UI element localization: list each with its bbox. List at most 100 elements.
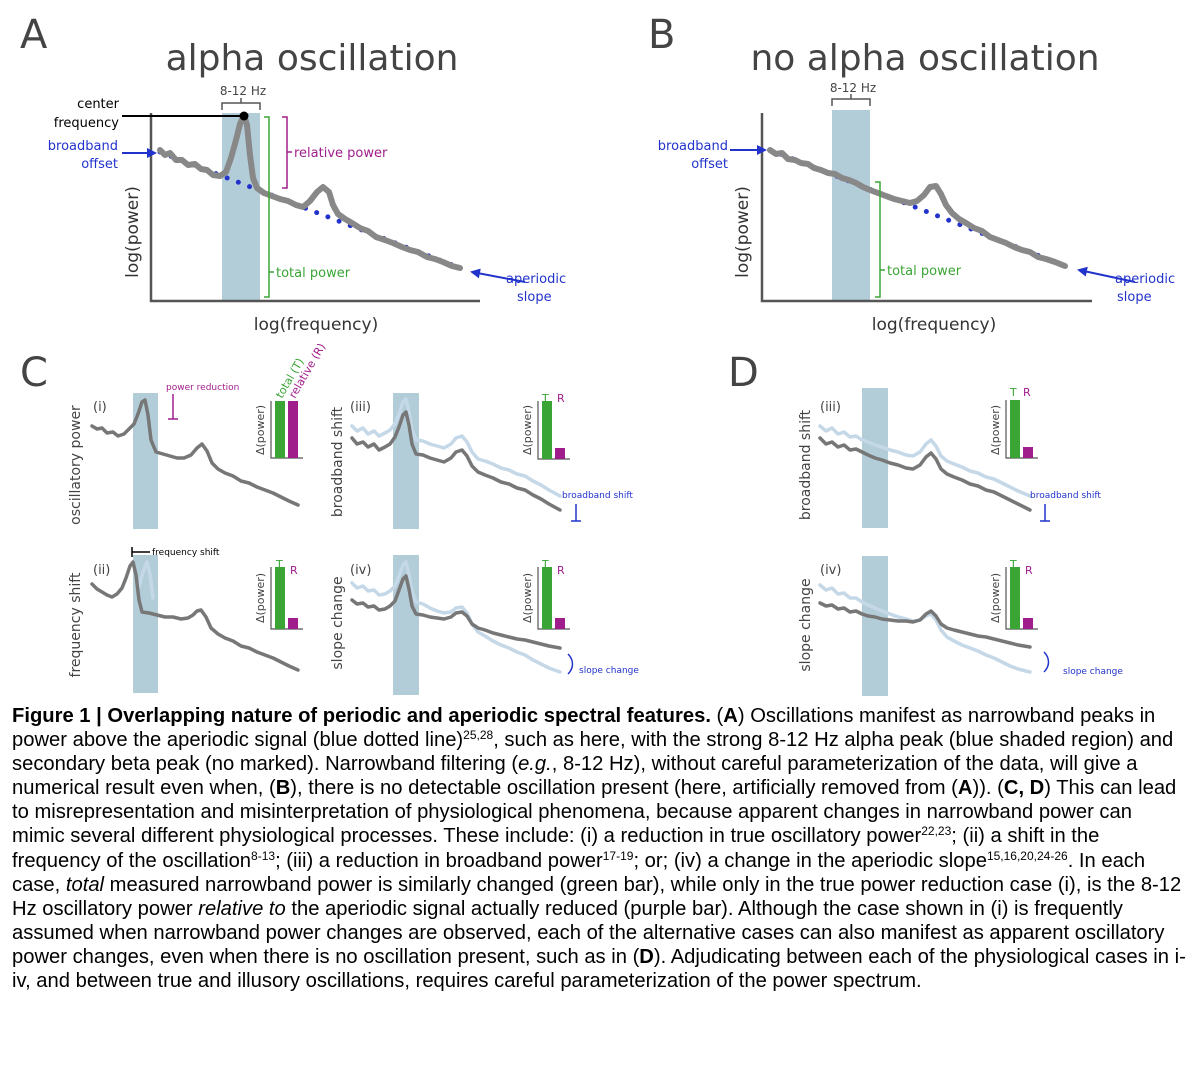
caption-emphasis: relative to: [198, 897, 286, 920]
caption-text: ) Oscillations manifest as narrowband pe…: [12, 705, 1156, 752]
delta-power-label: Δ(power): [989, 405, 1002, 455]
panel-letter-d: D: [728, 350, 759, 396]
band-bracket: [221, 98, 261, 110]
caption-heading: Figure 1 | Overlapping nature of periodi…: [12, 705, 711, 727]
power-spectrum: [818, 601, 1032, 649]
band-bracket: [831, 94, 871, 106]
caption-citation: 17-19: [602, 848, 634, 863]
bar-total: [542, 401, 552, 459]
delta-power-label: Δ(power): [989, 573, 1002, 623]
annotation-label: frequency shift: [152, 548, 220, 558]
subpanel-numeral: (iii): [350, 400, 371, 415]
total-power-label: total power: [887, 264, 962, 279]
subpanel-numeral: (i): [93, 400, 107, 415]
bar-relative: [555, 448, 565, 459]
bar-total: [275, 567, 285, 629]
power-reduction-marker: [168, 394, 178, 420]
figure-caption: Figure 1 | Overlapping nature of periodi…: [12, 704, 1188, 993]
center-frequency-label-2: frequency: [54, 116, 120, 131]
bar-relative-label: R: [557, 564, 565, 577]
subpanel-ylabel: oscillatory power: [68, 405, 84, 525]
bar-relative-label: R: [290, 564, 298, 577]
broadband-shift-marker: [1040, 504, 1050, 522]
caption-panel-ref: A: [723, 705, 738, 727]
caption-citation: 15,16,20,24-26: [986, 848, 1068, 863]
y-axis-label: log(power): [123, 186, 143, 278]
delta-power-label: Δ(power): [521, 405, 534, 455]
power-spectrum: [90, 398, 300, 507]
caption-emphasis: e.g.: [518, 753, 552, 776]
caption-text: measured narrowband power is similarly c…: [12, 873, 1182, 920]
bar-total-label: T: [1009, 558, 1017, 571]
bar-total: [1010, 400, 1020, 458]
power-spectrum: [90, 560, 300, 672]
subpanel-ylabel: frequency shift: [68, 572, 84, 677]
broadband-offset-label-1: broadband: [48, 139, 118, 154]
relative-power-label: relative power: [294, 146, 388, 161]
relative-power-bracket: [282, 116, 292, 189]
power-spectrum: [157, 112, 463, 271]
subpanel-d-iv: (iv) slope change slope change Δ(power) …: [798, 556, 1123, 696]
slope-change-marker: [567, 653, 574, 675]
aperiodic-slope-arrow: [470, 268, 526, 283]
y-axis-label: log(power): [733, 186, 753, 278]
subpanel-d-iii: (iii) broadband shift broadband shift Δ(…: [798, 386, 1101, 528]
bar-relative: [1023, 618, 1033, 629]
total-power-bracket: [264, 116, 274, 298]
caption-text: ; (iii) a reduction in broadband power: [275, 849, 603, 872]
broadband-offset-label-2: offset: [691, 157, 728, 172]
baseline-spectrum: [350, 560, 562, 674]
delta-power-label: Δ(power): [254, 573, 267, 623]
caption-panel-ref: C, D: [1003, 777, 1045, 800]
baseline-spectrum: [350, 397, 562, 498]
bar-relative: [288, 618, 298, 629]
aperiodic-slope-label-2: slope: [517, 290, 552, 305]
subpanel-numeral: (iv): [350, 563, 371, 578]
caption-text: . In each case,: [12, 849, 1146, 896]
bar-relative: [555, 618, 565, 629]
subpanel-ylabel: slope change: [330, 576, 346, 669]
subpanel-numeral: (iv): [820, 563, 841, 578]
bar-relative: [1023, 447, 1033, 458]
bar-relative-label: R: [1025, 564, 1033, 577]
bar-relative-label: R: [557, 392, 565, 405]
bar-total: [542, 567, 552, 629]
alpha-band-shading: [832, 110, 870, 301]
alpha-band-shading: [222, 113, 260, 301]
subpanel-ylabel: broadband shift: [798, 409, 814, 520]
caption-panel-ref: A: [957, 777, 973, 800]
caption-panel-ref: B: [275, 777, 291, 800]
caption-emphasis: total: [65, 873, 105, 896]
subpanel-ylabel: broadband shift: [330, 406, 346, 517]
band-label: 8-12 Hz: [220, 84, 266, 98]
subpanel-ylabel: slope change: [798, 578, 814, 671]
alpha-band-shading: [862, 556, 888, 696]
panel-a-title: alpha oscillation: [166, 38, 459, 79]
panel-b: no alpha oscillation 8-12 Hz broadband o…: [658, 38, 1175, 335]
subpanel-c-iii: (iii) broadband shift broadband shift Δ(…: [330, 392, 633, 529]
aperiodic-slope-label-1: aperiodic: [506, 272, 566, 287]
broadband-offset-label-1: broadband: [658, 139, 728, 154]
delta-power-label: Δ(power): [254, 405, 267, 455]
frequency-shift-marker: [131, 547, 150, 557]
annotation-label: slope change: [1063, 667, 1123, 677]
broadband-offset-label-2: offset: [81, 157, 118, 172]
figure: A B C D alpha oscillation 8-12 Hz center…: [20, 12, 1175, 696]
panel-letter-b: B: [648, 12, 675, 58]
bar-total-label: T: [541, 392, 549, 405]
panel-letter-c: C: [20, 350, 48, 396]
aperiodic-slope-arrow: [1077, 266, 1136, 283]
x-axis-label: log(frequency): [254, 315, 378, 335]
bar-relative-label: R: [1023, 386, 1031, 399]
total-power-label: total power: [276, 266, 351, 281]
axes: [149, 113, 480, 303]
caption-text: )). (: [972, 777, 1004, 800]
panel-a: alpha oscillation 8-12 Hz center frequen…: [48, 38, 566, 335]
center-frequency-label-1: center: [77, 97, 119, 112]
bar-total: [1010, 567, 1020, 629]
caption-citation: 25,28: [463, 728, 494, 743]
caption-panel-ref: D: [639, 945, 654, 968]
broadband-shift-marker: [571, 504, 581, 522]
annotation-label: slope change: [579, 666, 639, 676]
caption-text: ). Adjudicating between each of the phys…: [12, 945, 1186, 993]
